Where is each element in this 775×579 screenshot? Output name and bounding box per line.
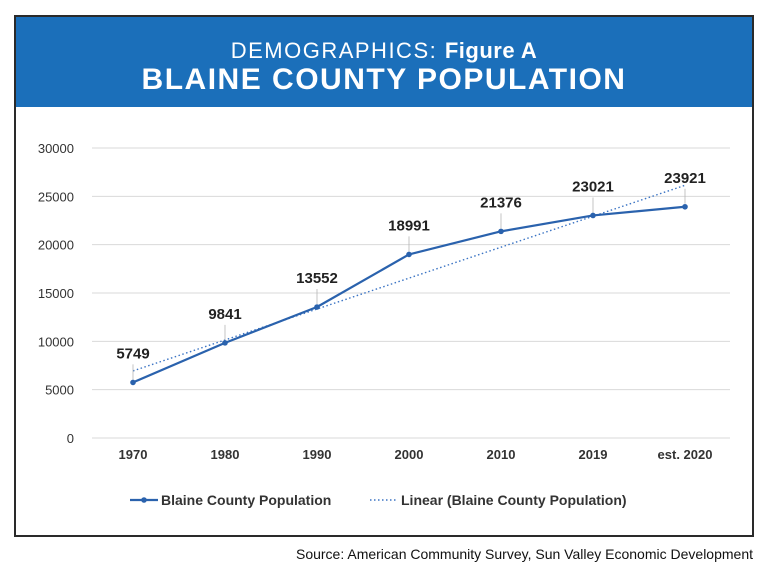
chart-header: DEMOGRAPHICS: Figure A BLAINE COUNTY POP… [16, 17, 752, 107]
x-tick-label: 2019 [579, 447, 608, 462]
legend-marker-population [141, 497, 147, 503]
x-tick-label: est. 2020 [658, 447, 713, 462]
data-label: 21376 [480, 194, 522, 211]
data-label: 9841 [208, 306, 241, 323]
data-point-marker [406, 251, 412, 258]
header-subtitle: DEMOGRAPHICS: Figure A [16, 39, 752, 63]
trendline-series [132, 184, 686, 372]
y-tick-label: 30000 [38, 141, 74, 156]
y-tick-label: 25000 [38, 189, 74, 204]
header-figure-label: Figure A [444, 38, 538, 63]
data-point-marker [314, 304, 320, 310]
x-tick-label: 1970 [119, 447, 148, 462]
legend-label-trendline: Linear (Blaine County Population) [401, 492, 627, 508]
y-tick-label: 10000 [38, 334, 74, 349]
data-point-marker [222, 340, 228, 346]
y-tick-label: 0 [67, 431, 74, 446]
data-label: 13552 [296, 270, 338, 287]
x-tick-label: 1980 [211, 447, 240, 462]
data-point-marker [130, 379, 136, 386]
data-label: 23021 [572, 178, 614, 195]
x-tick-label: 2010 [487, 447, 516, 462]
chart-frame: DEMOGRAPHICS: Figure A BLAINE COUNTY POP… [14, 15, 754, 537]
data-label: 5749 [116, 345, 149, 362]
x-tick-label: 2000 [395, 447, 424, 462]
header-kicker: DEMOGRAPHICS: [230, 38, 438, 63]
y-tick-label: 15000 [38, 286, 74, 301]
source-note: Source: American Community Survey, Sun V… [295, 546, 753, 562]
y-tick-label: 20000 [38, 238, 74, 253]
y-tick-label: 5000 [45, 383, 74, 398]
data-point-marker [498, 228, 504, 235]
data-point-marker [682, 203, 688, 210]
data-label: 18991 [388, 217, 430, 234]
legend-label-population: Blaine County Population [161, 492, 331, 508]
x-tick-label: 1990 [303, 447, 332, 462]
data-point-marker [590, 212, 596, 219]
data-label: 23921 [664, 170, 706, 187]
chart-title: BLAINE COUNTY POPULATION [141, 63, 627, 96]
